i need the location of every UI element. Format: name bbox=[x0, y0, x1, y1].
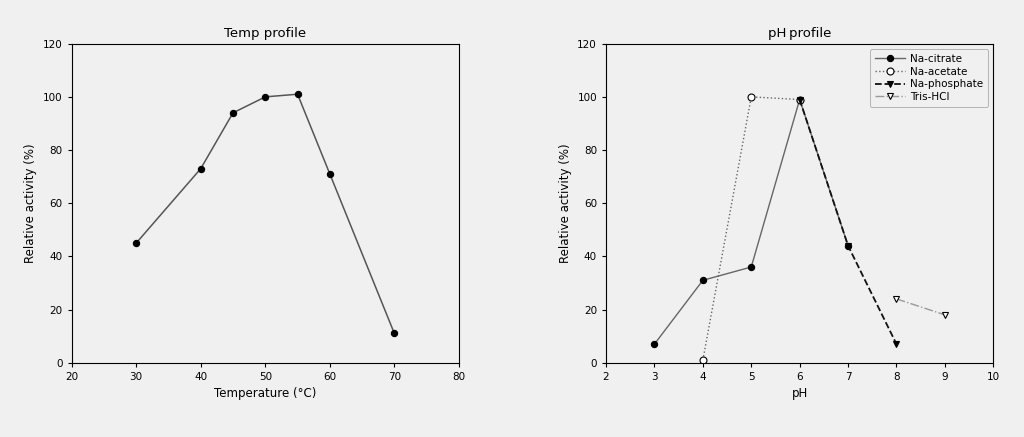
Line: Na-acetate: Na-acetate bbox=[699, 94, 803, 364]
Na-citrate bbox=[745, 264, 758, 270]
Na-phosphate bbox=[890, 341, 902, 347]
Title: Temp profile: Temp profile bbox=[224, 27, 306, 40]
Tris-HCl bbox=[890, 296, 902, 302]
Na-citrate bbox=[696, 277, 709, 283]
Y-axis label: Relative activity (%): Relative activity (%) bbox=[25, 143, 37, 263]
Na-acetate bbox=[794, 97, 806, 102]
Line: Na-citrate: Na-citrate bbox=[651, 97, 851, 347]
Na-acetate bbox=[696, 357, 709, 363]
Line: Tris-HCl: Tris-HCl bbox=[893, 295, 948, 318]
Tris-HCl bbox=[939, 312, 951, 317]
X-axis label: pH: pH bbox=[792, 387, 808, 400]
Line: Na-phosphate: Na-phosphate bbox=[797, 96, 900, 347]
Na-citrate bbox=[648, 341, 660, 347]
Na-acetate bbox=[745, 94, 758, 100]
Y-axis label: Relative activity (%): Relative activity (%) bbox=[559, 143, 571, 263]
Title: pH profile: pH profile bbox=[768, 27, 831, 40]
X-axis label: Temperature (°C): Temperature (°C) bbox=[214, 387, 316, 400]
Na-phosphate bbox=[794, 97, 806, 102]
Legend: Na-citrate, Na-acetate, Na-phosphate, Tris-HCl: Na-citrate, Na-acetate, Na-phosphate, Tr… bbox=[870, 49, 988, 107]
Na-citrate bbox=[842, 243, 854, 248]
Na-phosphate bbox=[842, 243, 854, 248]
Na-citrate bbox=[794, 97, 806, 102]
